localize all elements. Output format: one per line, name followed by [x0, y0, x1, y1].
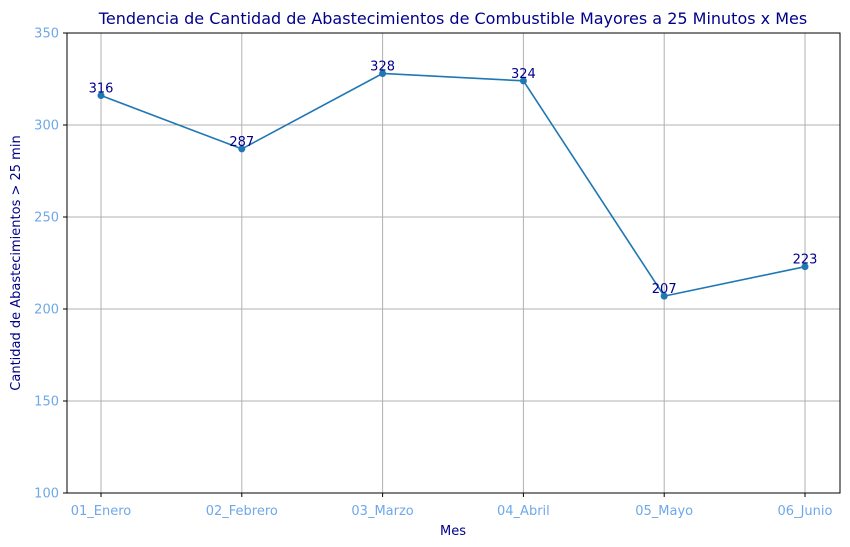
- x-tick-label: 06_Junio: [778, 504, 833, 519]
- x-axis-label: Mes: [440, 524, 466, 539]
- y-axis-ticks: 100 150 200 250 300 350: [34, 27, 67, 502]
- x-axis-ticks: 01_Enero 02_Febrero 03_Marzo 04_Abril 05_May…: [71, 493, 833, 519]
- y-tick-label: 100: [34, 487, 59, 502]
- data-label: 287: [229, 135, 254, 150]
- chart-title: Tendencia de Cantidad de Abastecimientos…: [98, 9, 807, 28]
- data-labels: 316 287 328 324 207 223: [89, 59, 818, 297]
- y-axis-label: Cantidad de Abastecimientos > 25 min: [9, 135, 24, 390]
- y-tick-label: 350: [34, 27, 59, 42]
- data-label: 207: [652, 282, 677, 297]
- data-point: [238, 145, 246, 153]
- data-point: [801, 263, 809, 271]
- x-tick-label: 01_Enero: [71, 504, 132, 519]
- series: [97, 69, 809, 300]
- y-tick-label: 250: [34, 211, 59, 226]
- data-label: 316: [89, 82, 114, 97]
- data-point: [660, 292, 668, 300]
- data-point: [519, 77, 527, 85]
- series-line: [100, 72, 806, 298]
- data-point: [379, 69, 387, 77]
- plot-frame: [66, 32, 841, 494]
- x-tick-label: 05_Mayo: [635, 504, 693, 519]
- grid: [67, 33, 840, 493]
- x-tick-label: 04_Abril: [497, 504, 550, 519]
- data-label: 324: [511, 67, 536, 82]
- x-tick-label: 03_Marzo: [351, 504, 413, 519]
- y-tick-label: 300: [34, 119, 59, 134]
- data-label: 223: [793, 253, 818, 268]
- x-tick-label: 02_Febrero: [206, 504, 278, 519]
- y-tick-label: 200: [34, 303, 59, 318]
- data-label: 328: [370, 59, 395, 74]
- y-tick-label: 150: [34, 395, 59, 410]
- data-point: [97, 92, 105, 100]
